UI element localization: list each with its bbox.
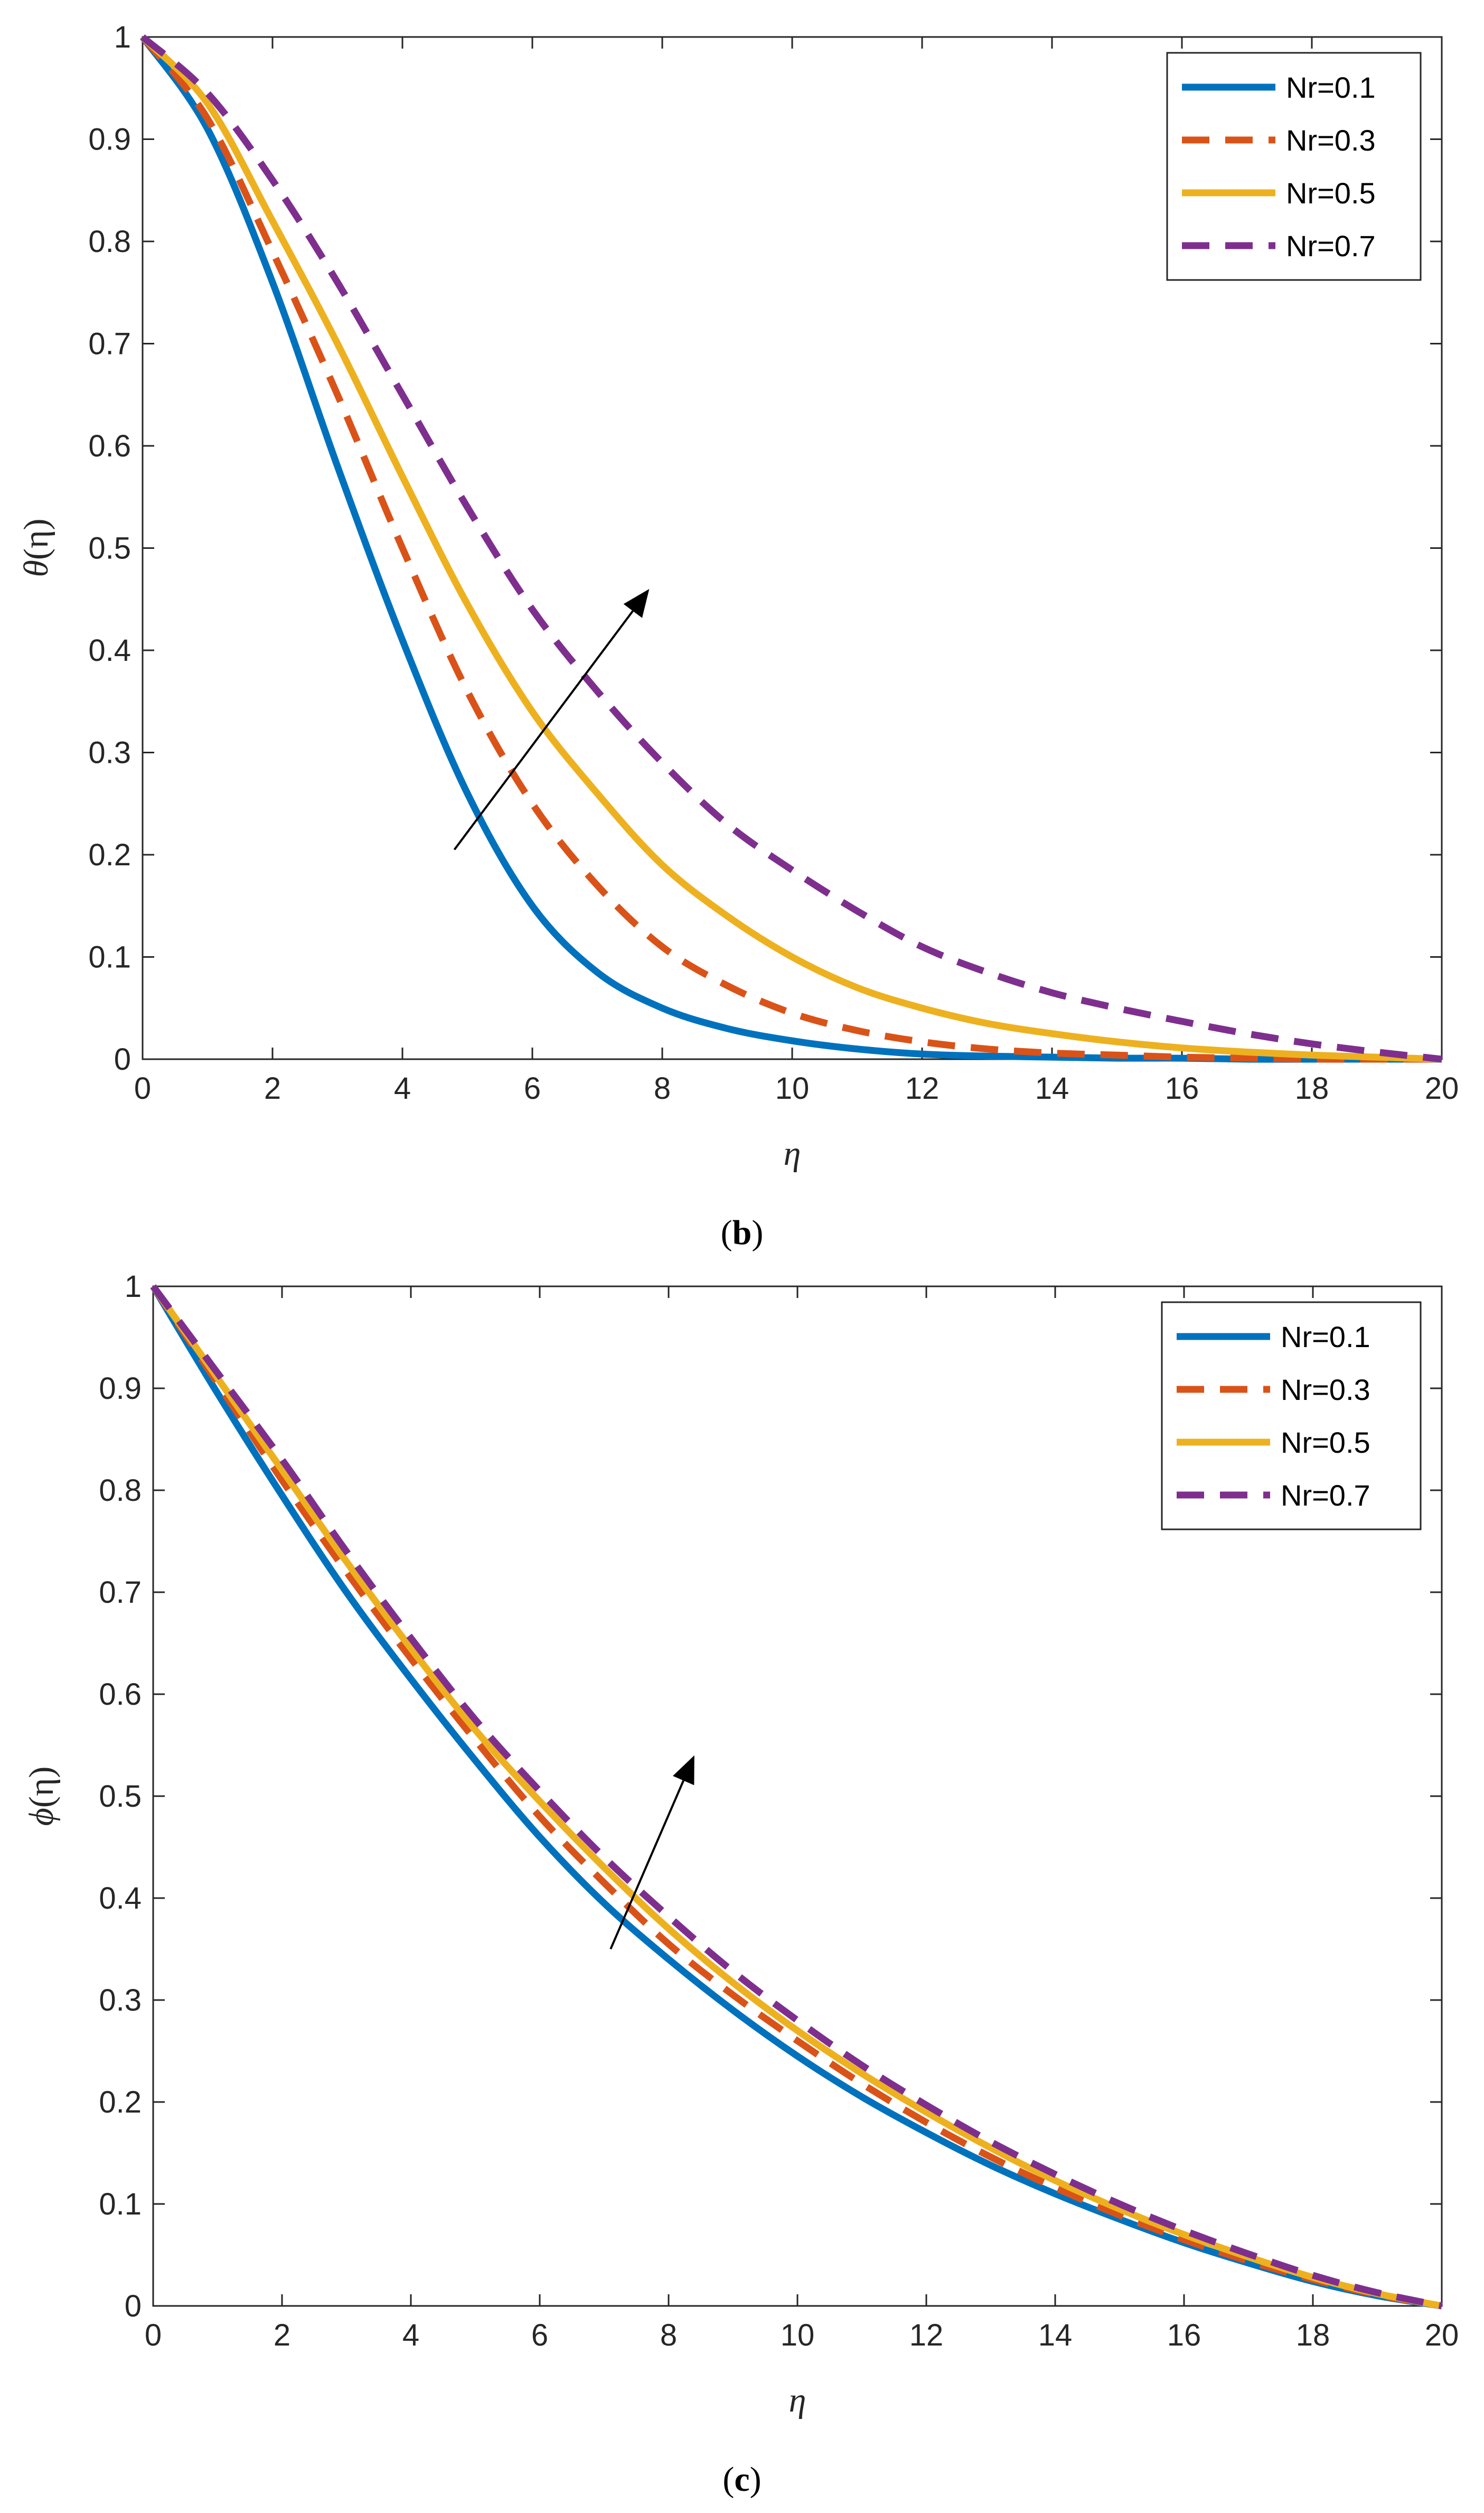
x-tick-label: 0 xyxy=(134,1071,151,1106)
series-line-3 xyxy=(150,1284,1443,2310)
arrow-head xyxy=(623,588,650,618)
y-axis-label-func: ϕ xyxy=(22,1808,61,1826)
x-tick-label: 4 xyxy=(394,1071,411,1106)
trend-arrow xyxy=(453,588,650,851)
series-line-1 xyxy=(150,1284,1443,2310)
y-tick-label: 0.5 xyxy=(88,531,131,566)
x-tick-label: 20 xyxy=(1425,2318,1459,2352)
series-lines xyxy=(150,1284,1443,2310)
y-tick-label: 0.2 xyxy=(99,2085,142,2119)
y-tick-label: 1 xyxy=(125,1269,142,1304)
x-tick-label: 10 xyxy=(775,1071,810,1106)
legend-label: Nr=0.5 xyxy=(1281,1426,1370,1459)
panel-caption: (c) xyxy=(722,2460,761,2499)
y-tick-label: 0.6 xyxy=(99,1677,142,1712)
y-tick-label: 0.2 xyxy=(88,838,131,872)
legend-box xyxy=(1161,1301,1422,1530)
x-axis-label: η xyxy=(784,1134,801,1173)
x-tick-label: 8 xyxy=(654,1071,671,1106)
x-tick-label: 6 xyxy=(524,1071,541,1106)
caption-letter: c xyxy=(734,2460,749,2499)
chart-c: η ϕ(η) (c) 0 2 4 6 8 10 12 14 16 18 20 0 0.1 0.2 0.3 0.… xyxy=(22,1269,1459,2499)
x-tick-label: 16 xyxy=(1165,1071,1199,1106)
trend-arrow xyxy=(609,1755,694,1950)
arrow-shaft xyxy=(609,1780,684,1950)
x-tick-label: 18 xyxy=(1296,2318,1330,2352)
x-axis-label: η xyxy=(789,2381,806,2419)
series-line-3 xyxy=(140,34,1442,1063)
legend-label: Nr=0.3 xyxy=(1281,1373,1370,1406)
x-tick-label: 12 xyxy=(905,1071,940,1106)
x-tick-label: 18 xyxy=(1295,1071,1329,1106)
y-axis-label: θ(η) xyxy=(17,519,55,577)
legend-label: Nr=0.7 xyxy=(1281,1479,1370,1512)
legend-box xyxy=(1166,52,1422,281)
caption-open-paren: ( xyxy=(722,2460,734,2499)
legend-label: Nr=0.3 xyxy=(1286,124,1376,157)
y-tick-label: 0.5 xyxy=(99,1779,142,1814)
x-tick-label: 0 xyxy=(145,2318,162,2352)
caption-letter: b xyxy=(732,1213,752,1252)
legend-label: Nr=0.1 xyxy=(1286,71,1376,104)
y-tick-label: 0.8 xyxy=(99,1473,142,1508)
chart-b: η θ(η) (b) 0 2 4 6 8 10 12 14 16 18 20 0 0.1 0.2 0.3 0.… xyxy=(17,20,1459,1252)
y-axis-label: ϕ(η) xyxy=(22,1767,61,1826)
y-tick-label: 0.3 xyxy=(88,736,131,770)
y-tick-label: 0.9 xyxy=(99,1371,142,1406)
y-tick-label: 0.4 xyxy=(99,1881,142,1916)
panel-caption: (b) xyxy=(721,1213,764,1252)
arrow-head xyxy=(672,1755,694,1786)
y-tick-label: 0.9 xyxy=(88,123,131,157)
legend: Nr=0.1 Nr=0.3 Nr=0.5 Nr=0.7 xyxy=(1166,52,1422,281)
series-line-2 xyxy=(139,34,1442,1063)
series-line-4 xyxy=(140,34,1442,1063)
legend: Nr=0.1 Nr=0.3 Nr=0.5 Nr=0.7 xyxy=(1161,1301,1422,1530)
legend-label: Nr=0.1 xyxy=(1281,1320,1370,1353)
y-tick-label: 0 xyxy=(125,2289,142,2323)
y-axis-label-arg: (η) xyxy=(22,1767,61,1808)
legend-label: Nr=0.5 xyxy=(1286,176,1376,210)
x-tick-label: 16 xyxy=(1167,2318,1201,2352)
x-tick-label: 20 xyxy=(1425,1071,1459,1106)
caption-open-paren: ( xyxy=(721,1213,732,1252)
x-tick-label: 6 xyxy=(531,2318,548,2352)
y-tick-label: 0.4 xyxy=(88,633,131,668)
axis-ticks: 0 2 4 6 8 10 12 14 16 18 20 0 0.1 0.2 0.3 0.4 0.5 0.6 0.7 0… xyxy=(88,20,1459,1106)
series-line-4 xyxy=(150,1284,1443,2310)
axis-ticks: 0 2 4 6 8 10 12 14 16 18 20 0 0.1 0.2 0.3 0.4 0.5 0.6 0.7 0… xyxy=(99,1269,1459,2352)
y-tick-label: 0.8 xyxy=(88,225,131,259)
x-tick-label: 10 xyxy=(781,2318,815,2352)
x-tick-label: 4 xyxy=(402,2318,419,2352)
x-tick-label: 12 xyxy=(909,2318,944,2352)
x-tick-label: 2 xyxy=(264,1071,281,1106)
y-tick-label: 0.1 xyxy=(99,2187,142,2221)
y-tick-label: 0.7 xyxy=(99,1575,142,1610)
x-tick-label: 14 xyxy=(1035,1071,1069,1106)
y-axis-label-func: θ xyxy=(17,560,55,577)
legend-label: Nr=0.7 xyxy=(1286,229,1376,263)
y-tick-label: 0.7 xyxy=(88,327,131,361)
arrow-shaft xyxy=(453,610,634,851)
y-tick-label: 1 xyxy=(114,20,131,54)
caption-close-paren: ) xyxy=(752,1213,763,1252)
x-tick-label: 2 xyxy=(274,2318,290,2352)
y-tick-label: 0.1 xyxy=(88,940,131,975)
y-tick-label: 0.6 xyxy=(88,429,131,463)
y-tick-label: 0 xyxy=(114,1042,131,1077)
x-tick-label: 14 xyxy=(1038,2318,1073,2352)
y-tick-label: 0.3 xyxy=(99,1983,142,2017)
series-lines xyxy=(139,34,1442,1063)
y-axis-label-arg: (η) xyxy=(17,519,55,560)
x-tick-label: 8 xyxy=(660,2318,677,2352)
caption-close-paren: ) xyxy=(750,2460,762,2499)
